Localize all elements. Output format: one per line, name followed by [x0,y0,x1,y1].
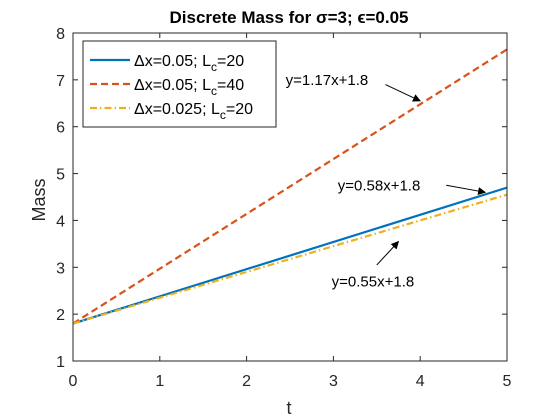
annotation-text-1: y=1.17x+1.8 [286,72,369,89]
y-tick-label: 7 [56,73,65,90]
y-axis-label: Mass [29,178,49,221]
x-tick-label: 0 [69,373,78,390]
legend-label-1: Δx=0.05; Lc=20 [134,53,244,74]
legend-label-2: Δx=0.05; Lc=40 [134,77,244,98]
x-tick-label: 4 [416,373,425,390]
y-tick-label: 4 [56,213,65,230]
annotation-arrow-2 [446,184,487,195]
x-tick-label: 5 [503,373,512,390]
x-axis-label: t [286,398,291,418]
annotation-text-2: y=0.58x+1.8 [338,177,421,194]
annotations: y=1.17x+1.8 y=0.58x+1.8 y=0.55x+1.8 [286,72,487,290]
y-tick-label: 3 [56,260,65,277]
x-tick-label: 2 [242,373,251,390]
legend: Δx=0.05; Lc=20 Δx=0.05; Lc=40 Δx=0.025; Lc… [82,40,277,128]
y-tick-label: 1 [56,354,65,371]
series-line-3 [72,193,508,325]
x-tick-label: 3 [329,373,338,390]
series-line-1 [72,186,508,325]
y-tick-label: 2 [56,307,65,324]
annotation-arrow-1 [385,84,421,102]
legend-label-3: Δx=0.025; Lc=20 [134,101,253,122]
annotation-text-3: y=0.55x+1.8 [332,273,415,290]
x-tick-label: 1 [155,373,164,390]
series-line-2 [72,48,508,325]
annotation-arrow-3 [376,240,400,266]
axes-box [72,32,508,362]
y-tick-label: 6 [56,120,65,137]
y-tick-label: 5 [56,167,65,184]
chart-title: Discrete Mass for σ=3; ϵ=0.05 [170,8,409,27]
y-tick-label: 8 [56,26,65,43]
